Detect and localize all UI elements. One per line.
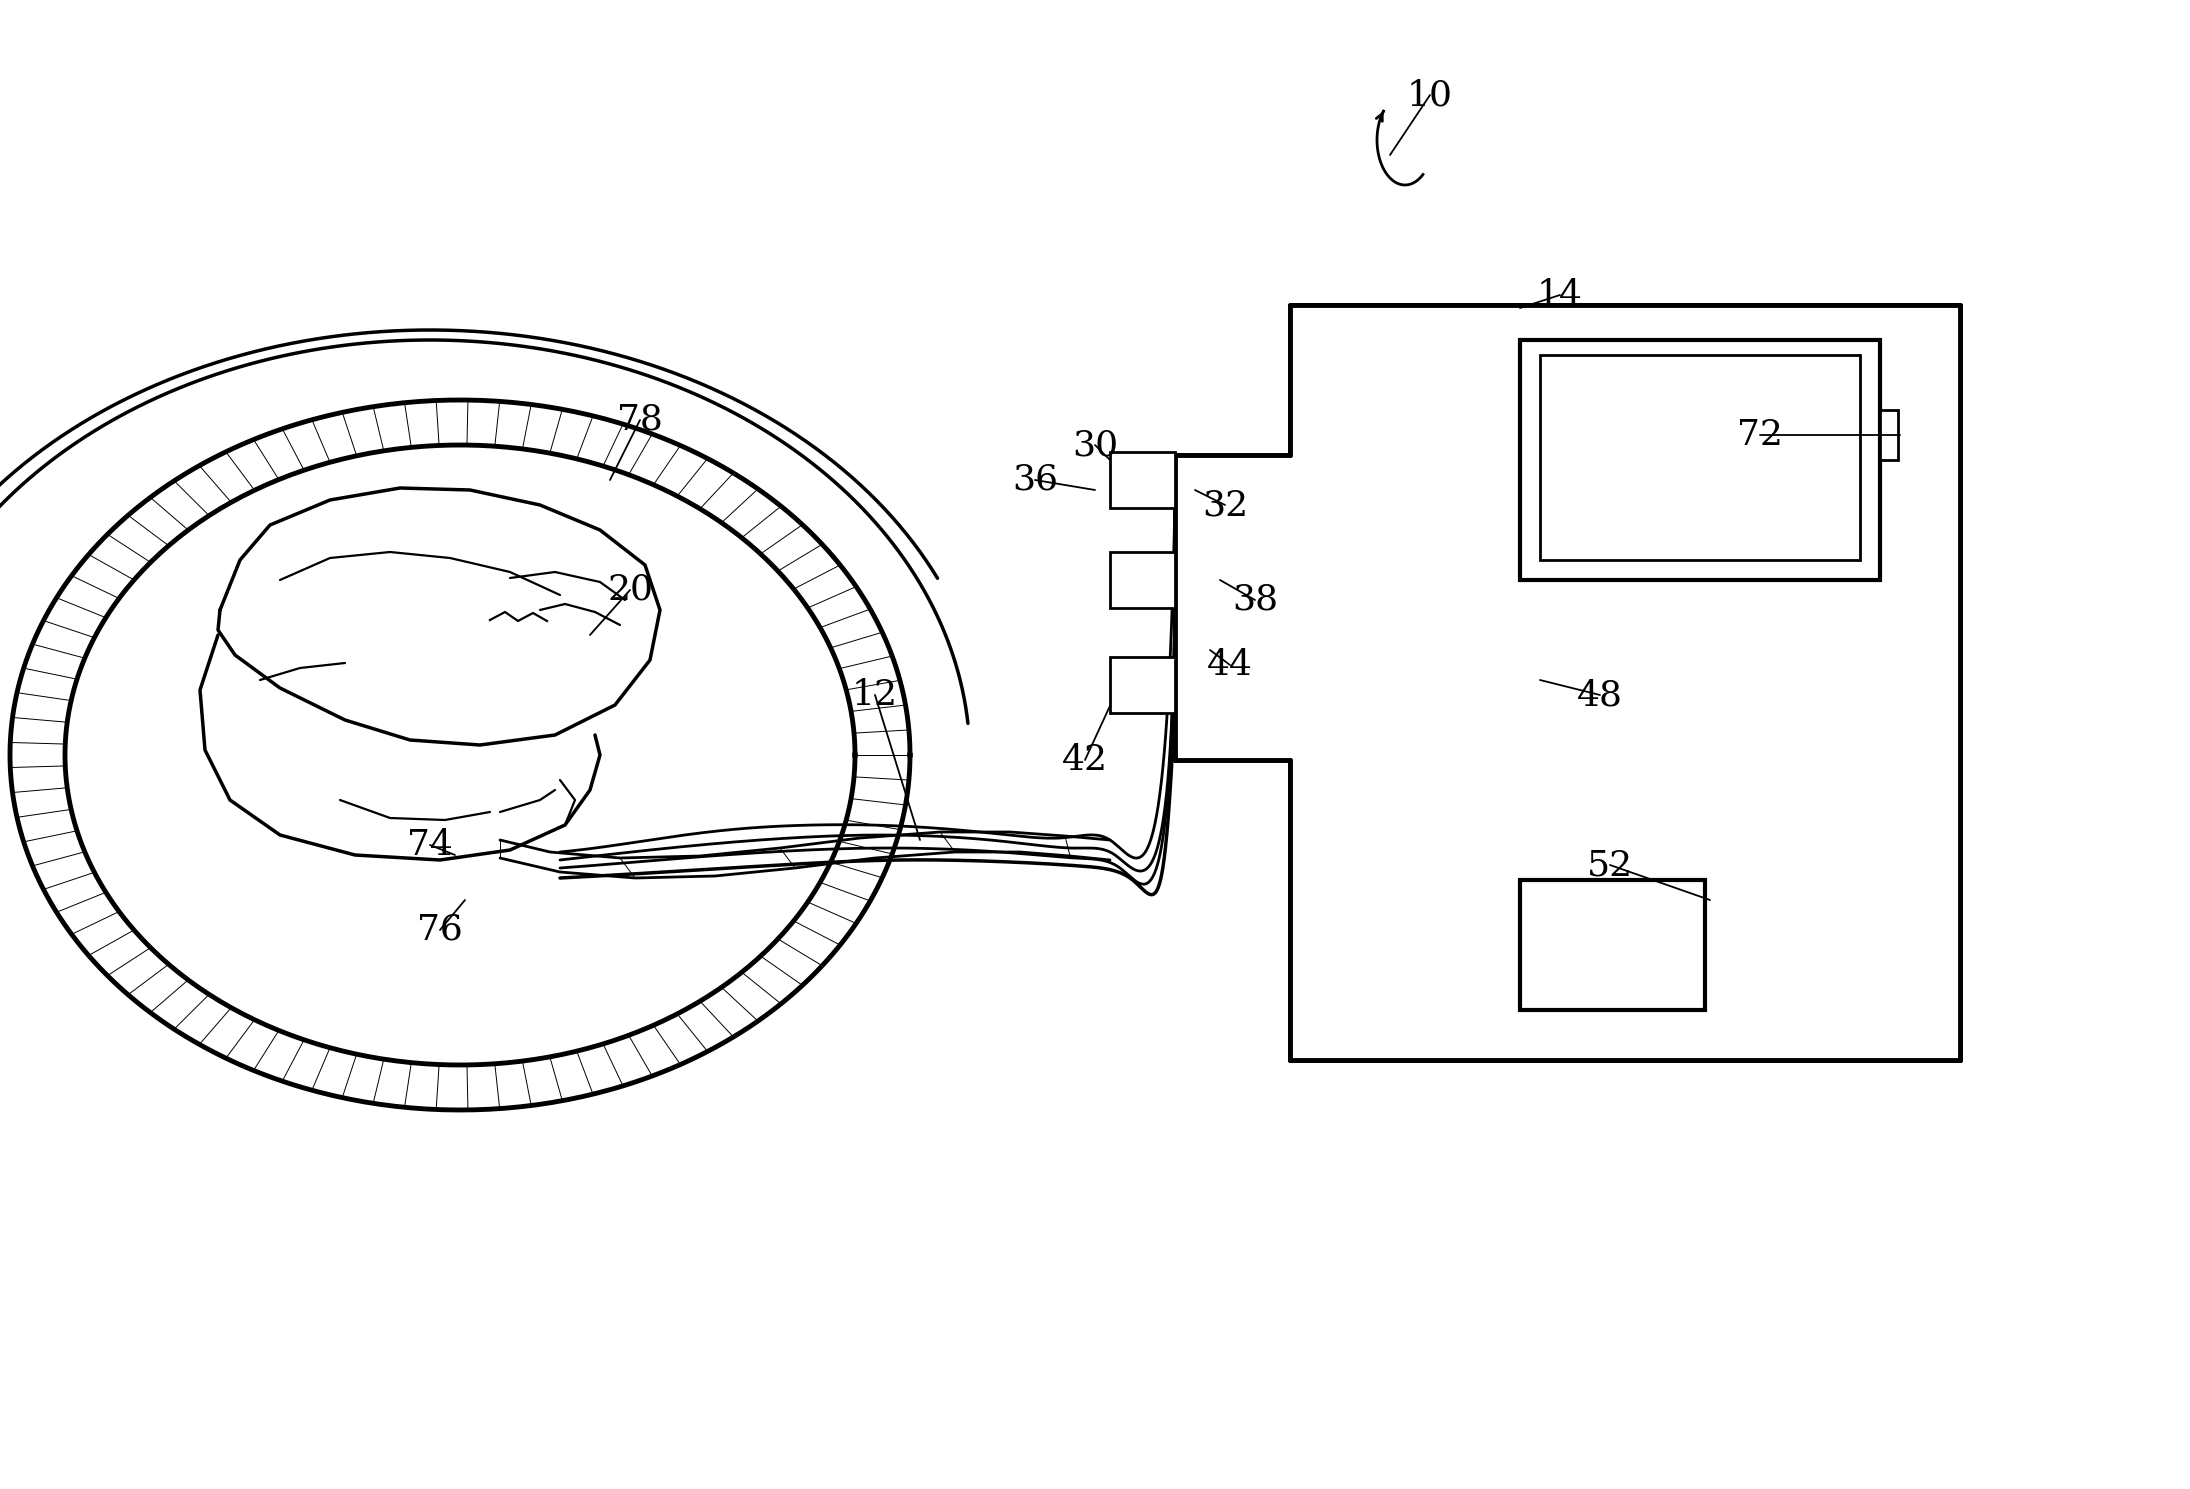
- Text: 30: 30: [1071, 427, 1119, 462]
- Text: 36: 36: [1012, 463, 1058, 497]
- Text: 44: 44: [1207, 648, 1253, 682]
- Text: 14: 14: [1537, 278, 1583, 313]
- Bar: [1110, 657, 1176, 713]
- Text: 76: 76: [416, 913, 462, 947]
- Text: 20: 20: [607, 573, 653, 608]
- Text: 74: 74: [407, 828, 453, 862]
- Text: 12: 12: [852, 677, 898, 712]
- Text: 42: 42: [1062, 743, 1108, 777]
- Polygon shape: [1176, 305, 1960, 1060]
- Text: 32: 32: [1202, 488, 1248, 523]
- Bar: [1110, 552, 1176, 608]
- Bar: [1520, 880, 1706, 1010]
- Bar: [1879, 409, 1899, 460]
- Text: 52: 52: [1588, 849, 1634, 881]
- Text: 38: 38: [1233, 584, 1279, 616]
- Bar: [1540, 354, 1859, 560]
- Text: 72: 72: [1737, 418, 1783, 453]
- Text: 10: 10: [1406, 77, 1452, 112]
- Bar: [1520, 339, 1879, 581]
- Text: 48: 48: [1577, 677, 1623, 712]
- Text: 78: 78: [618, 404, 664, 436]
- Bar: [1110, 453, 1176, 508]
